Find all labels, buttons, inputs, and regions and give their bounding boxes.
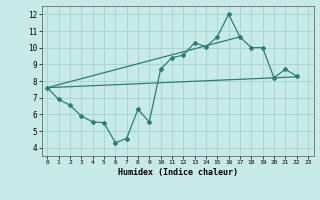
X-axis label: Humidex (Indice chaleur): Humidex (Indice chaleur) [118, 168, 237, 177]
